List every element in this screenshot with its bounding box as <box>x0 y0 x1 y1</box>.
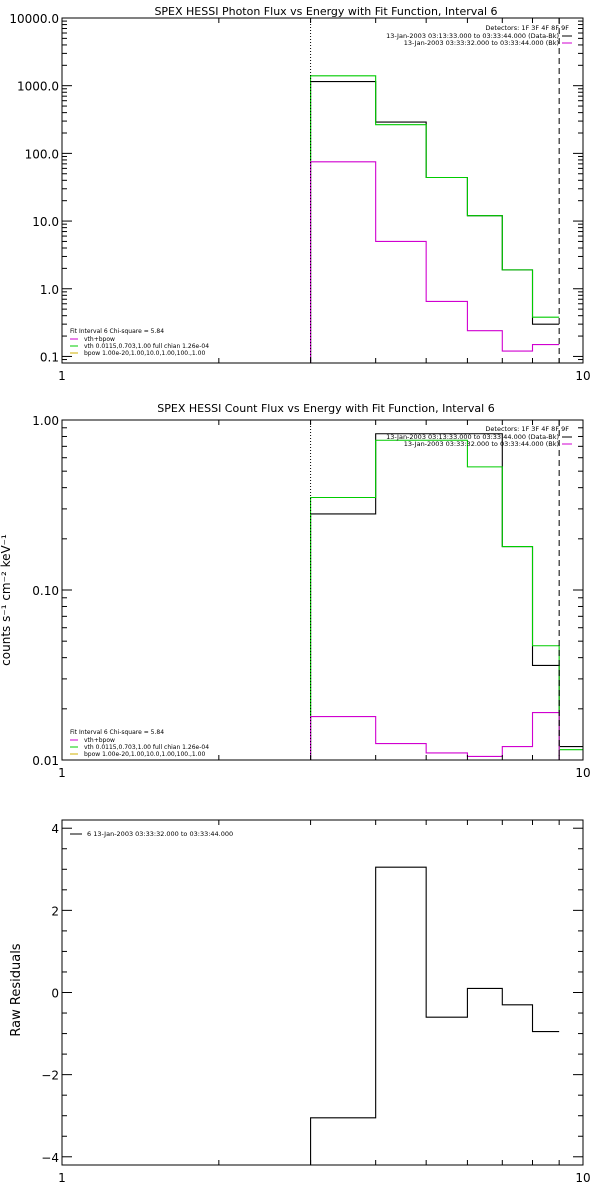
legend-right: Detectors: 1F 3F 4F 8F 9F 13-Jan-2003 03… <box>386 425 572 448</box>
y-axis-label: counts s⁻¹ cm⁻² keV⁻¹ <box>0 534 13 666</box>
y-tick-label: 2 <box>51 904 59 918</box>
legend-bk-interval: 13-Jan-2003 03:33:32.000 to 03:33:44.000… <box>404 440 559 448</box>
y-tick-label: 4 <box>51 822 59 836</box>
legend-vth-bpow: vth+bpow <box>84 336 115 343</box>
y-tick-label: 10.0 <box>32 215 59 229</box>
y-tick-label: 10000.0 <box>9 12 59 26</box>
series-group <box>310 866 560 1165</box>
y-tick-label: 0.1 <box>40 350 59 364</box>
x-tick-label: 1 <box>58 1171 66 1185</box>
x-tick-label: 1 <box>58 766 66 780</box>
y-tick-label: 0.01 <box>32 754 59 768</box>
y-tick-label: −4 <box>41 1151 59 1165</box>
y-tick-label: 0.10 <box>32 584 59 598</box>
plot-frame <box>61 819 584 1166</box>
legend-vth-bpow: vth+bpow <box>84 737 115 744</box>
legend-left: Fit Interval 6 Chi-square = 5.84 vth+bpo… <box>70 328 209 357</box>
legend-data-interval: 13-Jan-2003 03:13:33.000 to 03:33:44.000… <box>386 433 559 441</box>
series-group <box>310 75 560 363</box>
vertical-markers <box>310 420 560 760</box>
series-line-2 <box>310 161 560 363</box>
y-axis-label: Raw Residuals <box>9 943 24 1036</box>
chart-title: SPEX HESSI Count Flux vs Energy with Fit… <box>157 402 494 415</box>
series-line-1 <box>310 439 583 760</box>
photon-flux-panel: SPEX HESSI Photon Flux vs Energy with Fi… <box>9 5 590 383</box>
y-tick-label: −2 <box>41 1069 59 1083</box>
legend-bpow: bpow 1.00e-20,1.00,10.0,1.00,100.,1.00 <box>84 751 205 758</box>
y-tick-label: 1.0 <box>40 283 59 297</box>
series-line-2 <box>310 712 583 761</box>
axes-ticks: 1 10 −4 −2 0 2 4 <box>41 820 591 1185</box>
legend-left: Fit Interval 6 Chi-square = 5.84 vth+bpo… <box>70 729 209 758</box>
legend-fit-header: Fit Interval 6 Chi-square = 5.84 <box>70 328 164 335</box>
legend-bpow: bpow 1.00e-20,1.00,10.0,1.00,100.,1.00 <box>84 350 205 357</box>
chart-title: SPEX HESSI Photon Flux vs Energy with Fi… <box>154 5 497 18</box>
legend-detectors: Detectors: 1F 3F 4F 8F 9F <box>485 24 569 32</box>
plot-frame <box>61 419 584 761</box>
series-line-0 <box>310 81 560 363</box>
y-tick-label: 0 <box>51 987 59 1001</box>
series-line-0 <box>310 866 560 1165</box>
axes-ticks: 1 10 0.1 1.0 10.0 100.0 1000.0 10000.0 <box>9 12 590 383</box>
series-group <box>310 433 583 761</box>
x-tick-label: 10 <box>575 369 590 383</box>
legend-bk-interval: 13-Jan-2003 03:33:32.000 to 03:33:44.000… <box>404 39 559 47</box>
residuals-panel: Raw Residuals 1 10 −4 −2 0 2 4 6 13-Jan-2003 0… <box>9 819 591 1185</box>
y-tick-label: 100.0 <box>25 147 59 161</box>
legend-right: Detectors: 1F 3F 4F 8F 9F 13-Jan-2003 03… <box>386 24 572 47</box>
x-tick-label: 10 <box>575 766 590 780</box>
x-tick-label: 10 <box>575 1171 590 1185</box>
vertical-markers <box>310 18 560 363</box>
x-tick-label: 1 <box>58 369 66 383</box>
y-tick-label: 1.00 <box>32 414 59 428</box>
plot-frame <box>61 17 584 364</box>
legend-fit-header: Fit Interval 6 Chi-square = 5.84 <box>70 729 164 736</box>
legend-interval: 6 13-Jan-2003 03:33:32.000 to 03:33:44.0… <box>87 830 233 838</box>
legend-vth: vth 0.0115,0.703,1.00 full chian 1.26e-0… <box>84 343 209 350</box>
series-line-0 <box>310 433 583 760</box>
legend-vth: vth 0.0115,0.703,1.00 full chian 1.26e-0… <box>84 744 209 751</box>
y-tick-label: 1000.0 <box>17 80 59 94</box>
axes-ticks: 1 10 0.01 0.10 1.00 <box>32 414 590 780</box>
series-line-1 <box>310 75 560 363</box>
legend-data-interval: 13-Jan-2003 03:13:33.000 to 03:33:44.000… <box>386 32 559 40</box>
legend: 6 13-Jan-2003 03:33:32.000 to 03:33:44.0… <box>70 830 233 838</box>
legend-detectors: Detectors: 1F 3F 4F 8F 9F <box>485 425 569 433</box>
count-flux-panel: SPEX HESSI Count Flux vs Energy with Fit… <box>0 402 591 780</box>
